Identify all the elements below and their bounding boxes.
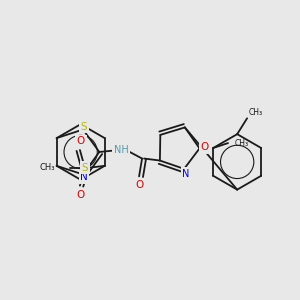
Text: CH₃: CH₃	[249, 108, 263, 117]
Text: O: O	[200, 142, 208, 152]
Text: O: O	[77, 190, 85, 200]
Text: S: S	[82, 163, 88, 173]
Text: O: O	[135, 180, 143, 190]
Text: N: N	[182, 169, 190, 179]
Text: CH₃: CH₃	[235, 139, 249, 148]
Text: O: O	[77, 136, 85, 146]
Text: N: N	[80, 172, 88, 182]
Text: CH₃: CH₃	[40, 163, 55, 172]
Text: S: S	[81, 122, 87, 132]
Text: NH: NH	[114, 145, 128, 155]
